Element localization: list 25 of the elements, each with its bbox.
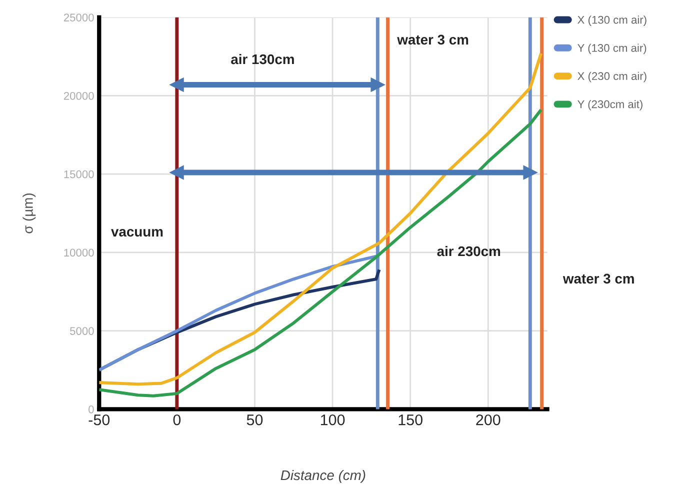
line-series — [99, 108, 543, 398]
legend-label: X (230 cm air) — [578, 72, 646, 82]
x-tick-label: 100 — [320, 414, 345, 426]
legend-label: Y (230cm ait) — [578, 100, 642, 110]
x-tick-label: 0 — [173, 414, 181, 426]
x-tick-label: 150 — [398, 414, 422, 426]
line-series — [99, 52, 543, 386]
y-tick-label: 15000 — [64, 170, 94, 178]
y-axis-title: σ (µm) — [22, 194, 36, 234]
annotation: vacuum — [111, 228, 163, 237]
annotation: air 130cm — [231, 54, 294, 64]
legend-label: Y (130 cm air) — [578, 44, 646, 54]
text: water 3 cm — [562, 274, 634, 284]
x-tick-label: -50 — [88, 414, 110, 426]
y-tick-label: 20000 — [64, 92, 94, 100]
y-tick-label: 5000 — [70, 327, 94, 335]
y-tick-label: 25000 — [64, 14, 94, 22]
y-tick-label: 10000 — [64, 248, 94, 257]
annotation: air 230cm — [437, 246, 500, 256]
annotation: water 3 cm — [397, 34, 468, 45]
x-tick-label: 50 — [246, 414, 263, 426]
y-tick-label: 0 — [88, 405, 94, 414]
legend-label: X (130 cm air) — [578, 16, 646, 26]
x-axis-title: Distance (cm) — [280, 470, 366, 483]
x-tick-label: 200 — [476, 414, 500, 426]
